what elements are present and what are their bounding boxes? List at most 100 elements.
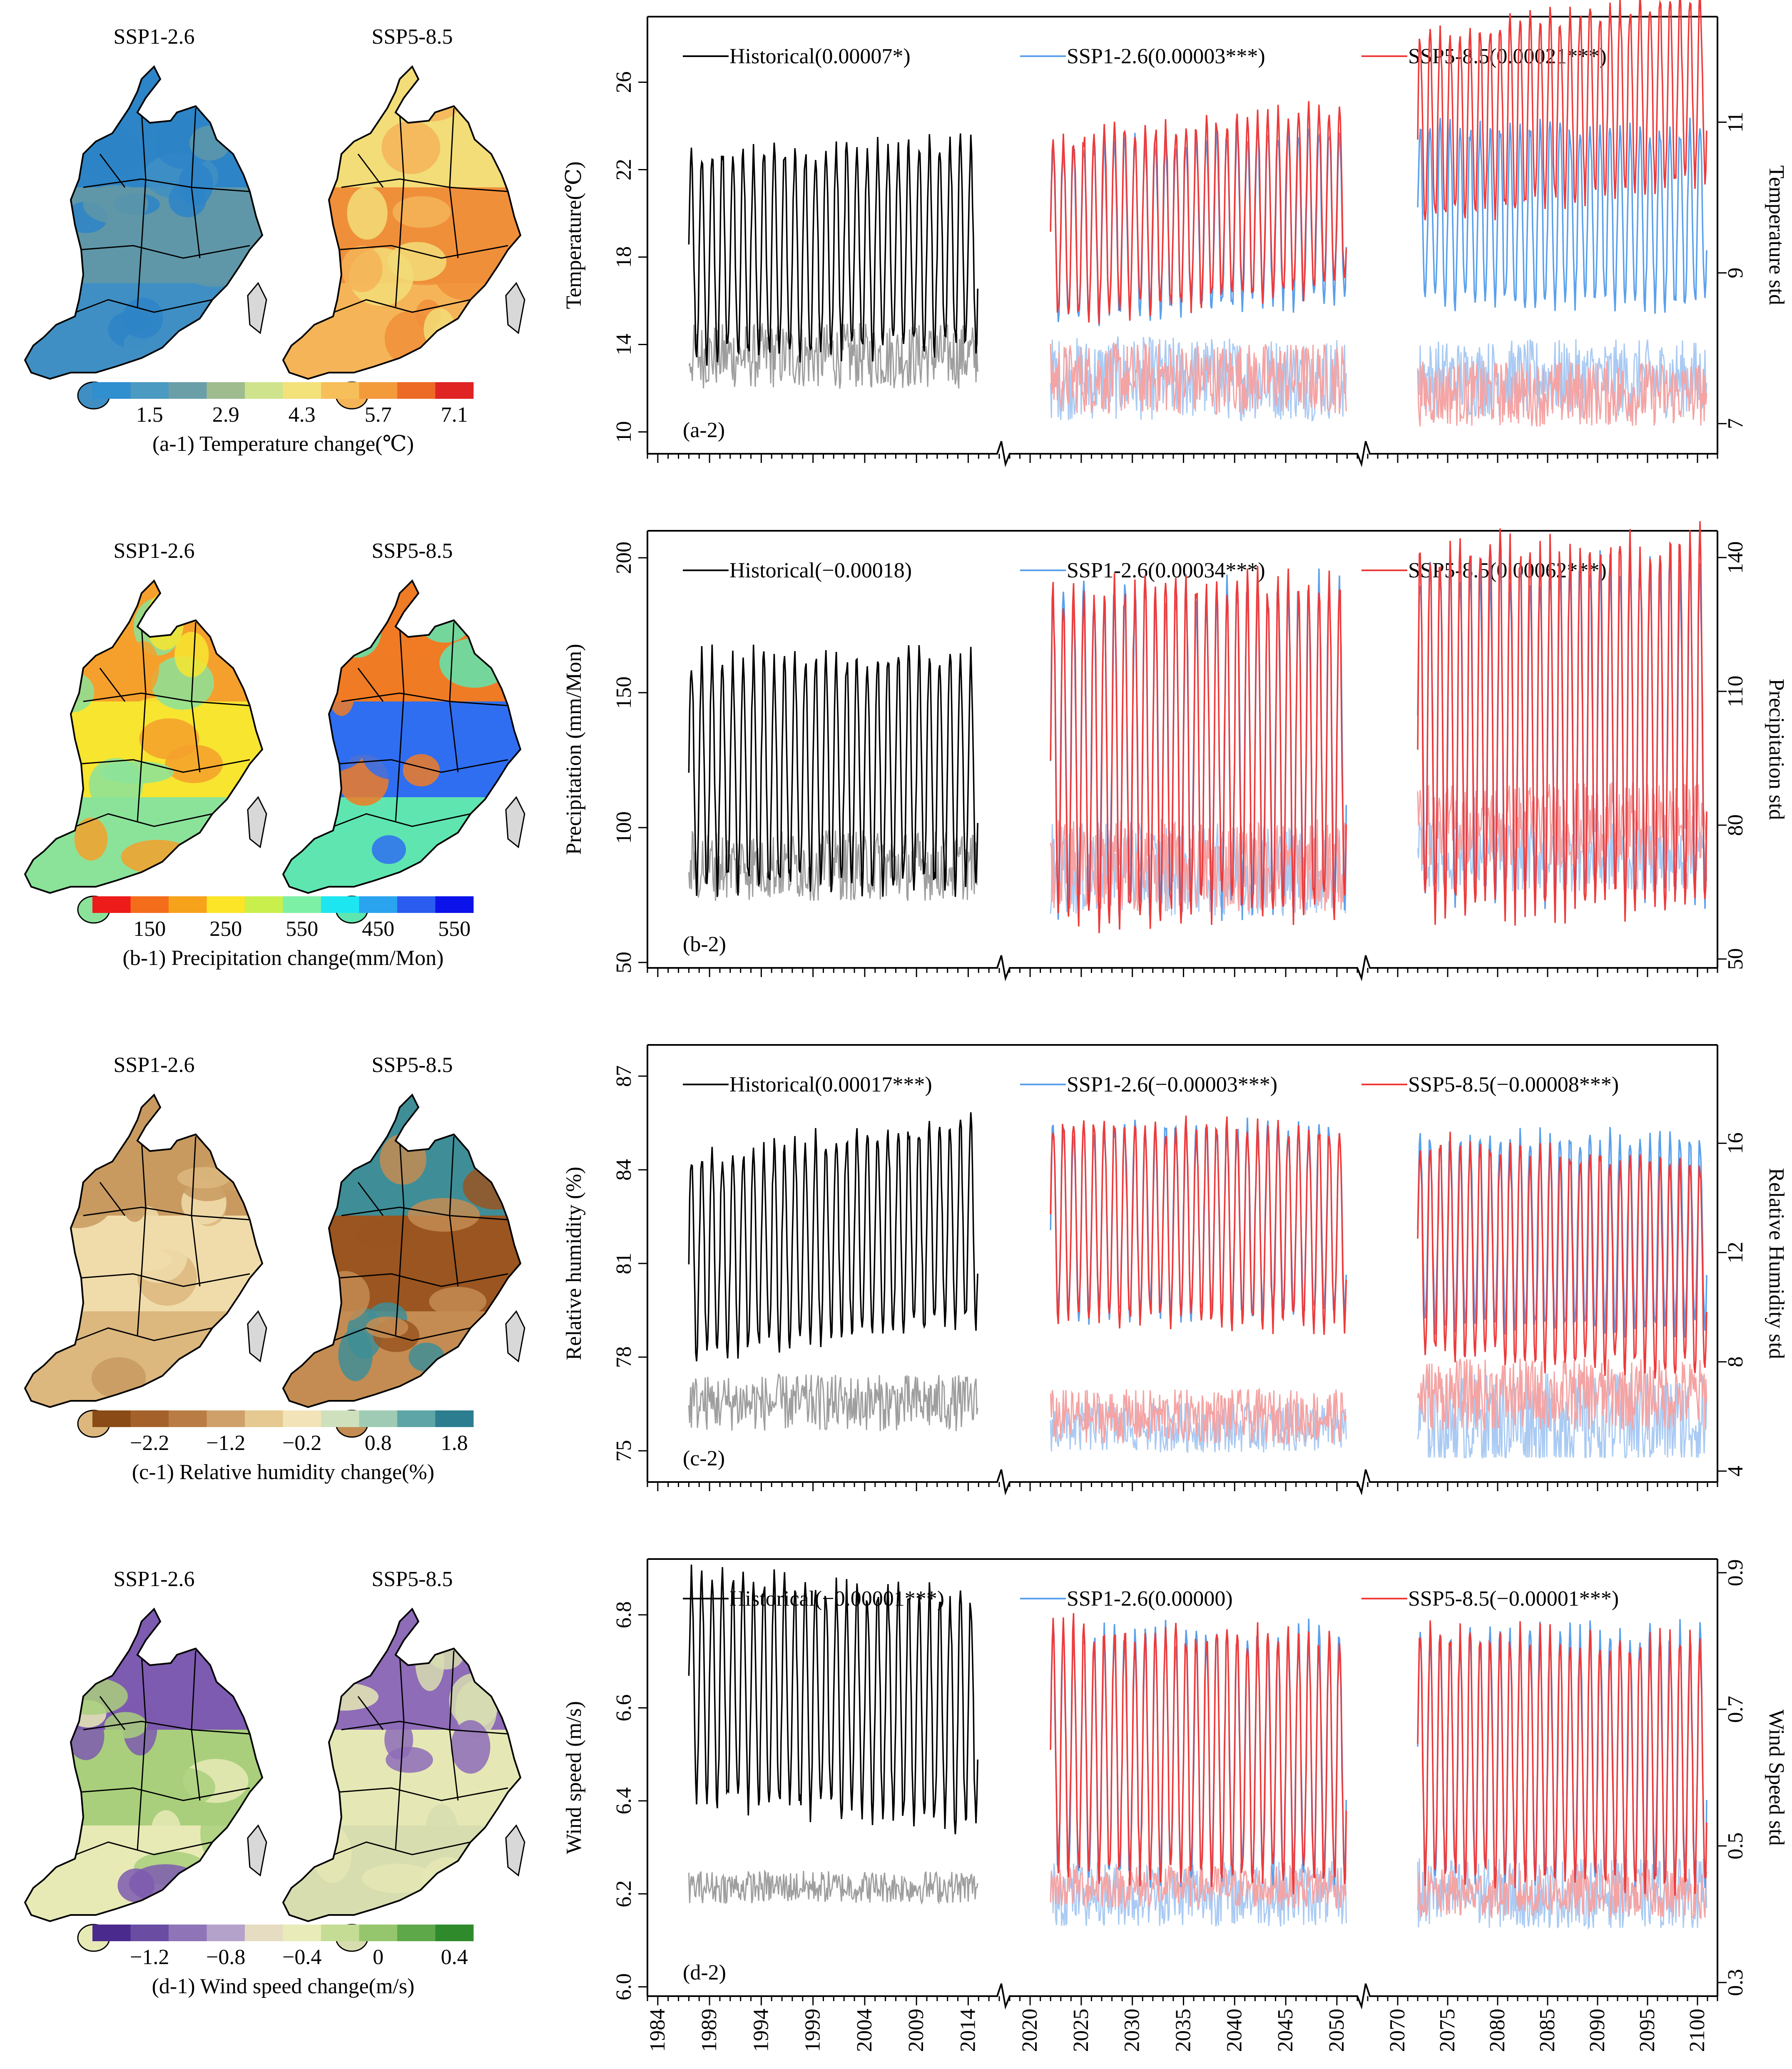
- legend-label: Historical(0.00007*): [729, 45, 911, 68]
- map-ssp126-temperature: [24, 65, 267, 410]
- colorbar-swatch: [359, 1925, 398, 1941]
- map-ssp585-temperature-province-border: [341, 178, 508, 192]
- mean-series-line: [688, 1112, 978, 1362]
- map-ssp585-temperature-province-border: [337, 245, 508, 259]
- mean-series-line: [688, 644, 978, 897]
- map-ssp585-temperature-patch: [341, 245, 383, 292]
- y-tick-label-left: 6.6: [612, 1694, 636, 1721]
- map-ssp126-humidity-province-border: [191, 1136, 201, 1287]
- map-ssp126-wind-province-border: [79, 1787, 250, 1801]
- map-ssp126-humidity-province-border: [79, 1273, 250, 1287]
- x-tick-label: 2050: [1325, 2009, 1349, 2052]
- map-title-ssp126: SSP1-2.6: [113, 1567, 194, 1591]
- colorbar-tick-label: 4.3: [289, 403, 316, 427]
- map-ssp126-wind-province-border: [137, 1654, 147, 1851]
- axis-bottom: [647, 441, 1717, 468]
- colorbar-tick-label: −2.2: [130, 1431, 169, 1455]
- map-ssp126-temperature-province-border: [99, 154, 126, 188]
- x-tick-label: 2085: [1536, 2009, 1559, 2052]
- colorbar-swatch: [397, 1925, 436, 1941]
- axis-bottom: [647, 1469, 1717, 1496]
- panel-humidity: SSP1-2.6 SSP5-8.5 −2.2 −1.2 −0.2 0.8 1.8 (c-1) …: [24, 1044, 1788, 1496]
- map-ssp585-humidity-province-border: [337, 1273, 508, 1287]
- colorbar-swatch: [207, 896, 245, 913]
- map-ssp585-wind-patch: [450, 1720, 490, 1774]
- map-ssp126-humidity-province-border: [54, 1327, 213, 1350]
- colorbar-swatch: [169, 1925, 207, 1941]
- map-ssp126-temperature-province-border: [137, 112, 147, 308]
- colorbar-swatch: [207, 1925, 245, 1941]
- colorbar-swatch: [435, 1410, 474, 1427]
- map-ssp126-temperature-taiwan: [247, 282, 267, 334]
- y-tick-label-right: 80: [1724, 814, 1747, 836]
- y-tick-label-left: 81: [612, 1253, 636, 1274]
- legend-label: SSP5-8.5(−0.00001***): [1408, 1587, 1619, 1611]
- map-ssp126-humidity-patch: [91, 1357, 146, 1399]
- map-ssp585-humidity-province-border: [312, 1327, 471, 1350]
- map-caption: (d-1) Wind speed change(m/s): [152, 1975, 415, 1998]
- panel-temperature: SSP1-2.6 SSP5-8.5 1.5 2.9 4.3 5.7 7.1 (a-1) Tem…: [24, 0, 1788, 468]
- colorbar-swatch: [207, 1410, 245, 1427]
- y-tick-label-right: 11: [1724, 112, 1747, 132]
- y-tick-label-right: 110: [1724, 676, 1747, 707]
- map-ssp585-wind-outline: [282, 1607, 522, 1922]
- panel-label: (c-2): [683, 1447, 725, 1470]
- mean-series-line: [1417, 521, 1707, 926]
- x-tick-label: 2040: [1222, 2009, 1246, 2052]
- y-tick-label-left: 6.8: [612, 1601, 636, 1629]
- map-ssp585-precipitation-province-border: [337, 759, 508, 773]
- x-tick-label: 2080: [1486, 2009, 1509, 2052]
- colorbar-swatch: [130, 1925, 169, 1941]
- colorbar-swatch: [321, 896, 359, 913]
- map-ssp585-wind-province-border: [395, 1654, 405, 1851]
- y-tick-label-right: 7: [1724, 418, 1747, 429]
- map-ssp585-wind-patch: [425, 1804, 458, 1858]
- map-ssp585-humidity-patch: [366, 1316, 408, 1338]
- colorbar-tick-label: 250: [209, 917, 242, 941]
- y-tick-label-left: 6.4: [612, 1787, 636, 1814]
- map-ssp126-wind-outline: [24, 1607, 264, 1922]
- map-ssp585-wind: [282, 1607, 525, 1952]
- map-ssp585-wind-patch: [362, 1863, 434, 1893]
- y-tick-label-right: 8: [1724, 1356, 1747, 1367]
- map-ssp126-humidity: [24, 1093, 267, 1438]
- y-tick-label-right: 0.3: [1724, 1969, 1747, 1996]
- std-series-line: [1417, 361, 1707, 427]
- map-ssp126-precipitation-taiwan: [247, 796, 267, 848]
- map-ssp585-precipitation-province-border: [312, 813, 471, 836]
- colorbar-tick-label: 150: [133, 917, 166, 941]
- map-title-ssp126: SSP1-2.6: [113, 25, 194, 49]
- map-ssp126-wind: [24, 1607, 267, 1952]
- y-axis-title-left: Temperature(℃): [562, 162, 586, 309]
- y-tick-label-left: 87: [612, 1065, 636, 1087]
- map-ssp585-temperature-patch: [381, 121, 441, 174]
- map-ssp585-precipitation-patch: [329, 674, 355, 716]
- map-ssp585-humidity: [282, 1093, 525, 1438]
- map-ssp126-precipitation-outline: [24, 579, 264, 894]
- colorbar-tick-label: 0: [373, 1945, 383, 1969]
- colorbar-tick-label: −1.2: [206, 1431, 245, 1455]
- map-ssp126-humidity-province-border: [83, 1206, 250, 1221]
- y-tick-label-left: 14: [612, 334, 636, 356]
- axis-bottom: [647, 1983, 1717, 2010]
- map-ssp585-temperature: [282, 65, 525, 410]
- map-caption: (c-1) Relative humidity change(%): [132, 1460, 434, 1484]
- map-ssp585-humidity-province-border: [341, 1206, 508, 1221]
- y-tick-label-left: 10: [612, 421, 636, 443]
- x-tick-label: 1994: [749, 2009, 773, 2052]
- map-ssp585-temperature-outline: [282, 65, 522, 380]
- legend-label: Historical(−0.00018): [729, 559, 912, 582]
- map-ssp585-temperature-province-border: [312, 299, 471, 321]
- map-ssp585-wind-province-border: [357, 1696, 384, 1730]
- colorbar-swatch: [397, 1410, 436, 1427]
- colorbar-swatch: [359, 382, 398, 399]
- map-ssp126-temperature-patch: [73, 126, 142, 179]
- legend-label: SSP5-8.5(−0.00008***): [1408, 1073, 1619, 1097]
- axis-bottom: [647, 955, 1717, 982]
- y-tick-label-left: 84: [612, 1159, 636, 1181]
- panel-label: (b-2): [683, 933, 726, 956]
- map-title-ssp585: SSP5-8.5: [371, 539, 453, 563]
- map-ssp585-humidity-province-border: [449, 1136, 459, 1287]
- colorbar-tick-label: −0.8: [206, 1945, 245, 1969]
- mean-series-line: [1417, 0, 1707, 221]
